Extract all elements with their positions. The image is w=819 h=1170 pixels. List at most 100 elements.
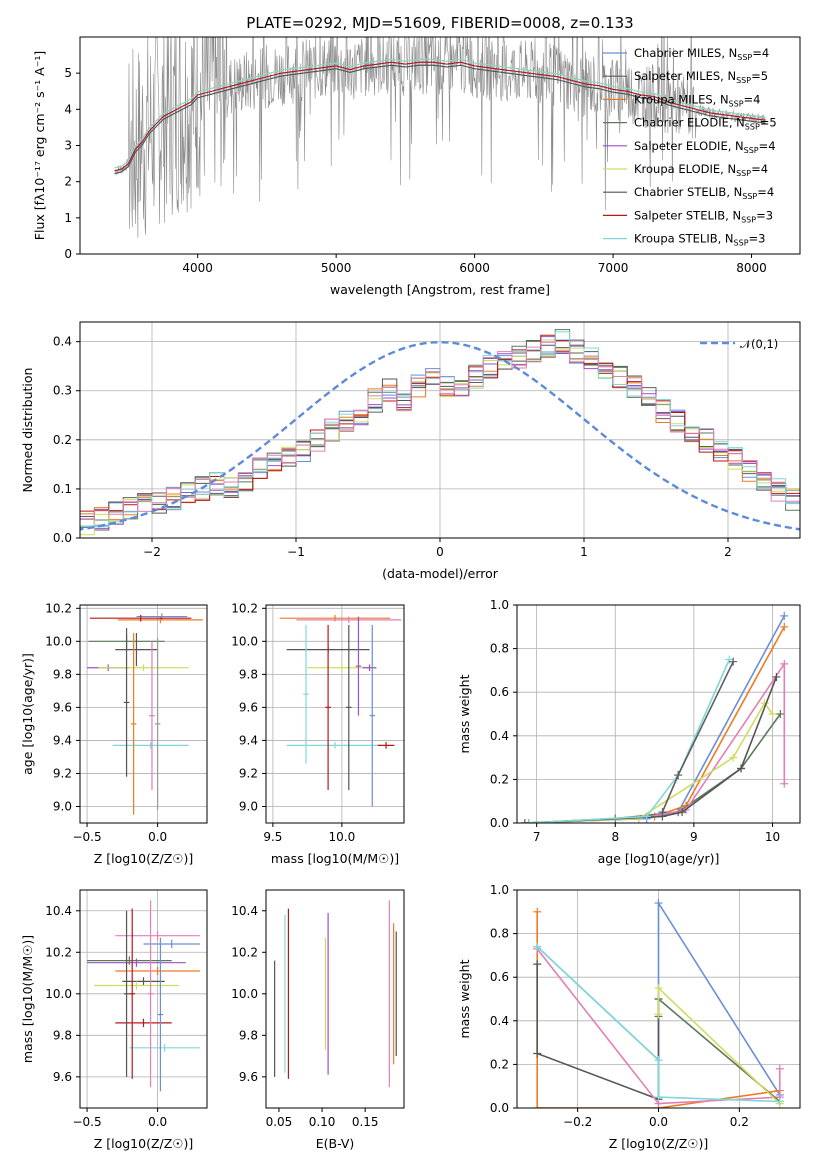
y-tick-label: 9.6 [239,700,258,714]
x-axis-label: age [log10(age/yr)] [598,851,720,866]
legend-entry: Chabrier ELODIE, NSSP=5 [634,116,777,132]
weight-point [729,657,738,666]
figure-title: PLATE=0292, MJD=51609, FIBERID=0008, z=0… [246,14,633,32]
weight-point [729,753,738,762]
legend-entry: Salpeter ELODIE, NSSP=4 [634,139,776,155]
y-tick-label: 9.2 [53,766,72,780]
legend-entry: 𝒩(0,1) [740,337,778,351]
y-tick-label: 0.1 [53,482,72,496]
y-tick-label: 0.6 [490,685,509,699]
weight-point [533,1049,542,1058]
weight-point [780,622,789,631]
y-tick-label: 9.0 [53,799,72,813]
x-tick-label: −1 [287,545,305,559]
y-tick-label: 0.4 [490,1014,509,1028]
weight-point [737,764,746,773]
y-tick-label: 10.0 [45,987,72,1001]
y-tick-label: 9.2 [239,766,258,780]
legend-entry: Chabrier MILES, NSSP=4 [634,46,769,62]
plot-area [279,614,402,807]
weight-point [520,819,529,823]
y-tick-label: 9.8 [53,1028,72,1042]
legend-entry-tail: =4 [751,162,768,176]
y-tick-label: 0.2 [490,1057,509,1071]
x-tick-label: 7 [533,830,541,844]
panel-age-vs-Z: −0.5 0.0 9.0 9.2 9.4 9.6 9.8 10.0 10.2 Z [log10(Z… [20,601,208,866]
panel-mass-vs-Z: −0.5 0.0 9.6 9.8 10.0 10.2 10.4 Z [log10(Z/Z☉)]… [20,889,208,1151]
plot-area [114,37,766,238]
y-tick-label: 5 [64,66,72,80]
y-tick-label: 10.2 [231,601,258,615]
x-axis-label: Z [log10(Z/Z☉)] [609,1136,709,1151]
x-tick-label: 8 [611,830,619,844]
y-tick-label: 10.0 [231,634,258,648]
legend-entry: Salpeter MILES, NSSP=5 [634,69,768,85]
legend-entry-main: Chabrier STELIB, N [634,185,742,199]
legend-entry: Chabrier STELIB, NSSP=4 [634,185,774,201]
y-tick-label: 3 [64,139,72,153]
y-axis-label: age [log10(age/yr)] [20,653,35,775]
weight-point [654,1056,663,1065]
weight-point [654,984,663,993]
x-tick-label: 6000 [459,261,490,275]
y-tick-label: 0.0 [490,816,509,830]
legend-entry-sub: SSP [742,192,757,201]
x-tick-label: 9.5 [263,830,282,844]
y-tick-label: 0.2 [53,433,72,447]
x-tick-label: 0.2 [730,1115,749,1129]
y-tick-label: 9.6 [53,1070,72,1084]
weight-point [772,672,781,681]
legend-entry: Salpeter STELIB, NSSP=3 [634,208,773,224]
y-axis-label: mass weight [457,959,472,1038]
y-tick-label: 0.4 [53,335,72,349]
x-tick-label: 5000 [321,261,352,275]
axes-frame [79,604,208,824]
histogram-9 [80,341,800,538]
legend-entry-tail: =5 [751,69,768,83]
y-tick-label: 9.6 [239,1070,258,1084]
y-tick-label: 4 [64,102,72,116]
weight-line-3 [536,948,781,1105]
y-tick-label: 0 [64,247,72,261]
panel-mass-vs-ebv: 0.05 0.10 0.15 9.6 9.8 10.0 10.2 10.4 E(B-V) [231,889,405,1151]
plot-area [520,611,789,823]
weight-point [678,808,687,817]
panel-age-vs-mass: 9.5 10.0 9.0 9.2 9.4 9.6 9.8 10.0 10.2 mass [log1… [231,601,405,866]
x-tick-label: 0 [436,545,444,559]
y-tick-label: 9.0 [239,799,258,813]
weight-point [533,907,542,916]
weight-line-6 [536,946,780,1103]
weight-point [780,659,789,668]
weight-point [533,942,542,951]
legend-entry-sub: SSP [737,53,752,62]
legend-entry-tail: =5 [760,116,777,130]
y-tick-label: 0.2 [490,772,509,786]
legend-entry-tail: =4 [744,92,761,106]
y-tick-label: 0.4 [490,729,509,743]
x-tick-label: 10.0 [329,830,356,844]
x-axis-label: Z [log10(Z/Z☉)] [94,851,194,866]
plot-area [80,329,800,538]
y-axis-label: Normed distribution [20,368,35,493]
y-tick-label: 1 [64,211,72,225]
y-tick-label: 9.6 [53,700,72,714]
weight-point [780,779,789,788]
legend-entry-sub: SSP [736,169,751,178]
plot-area [87,613,203,815]
panel-spectrum: Chabrier MILES, NSSP=4 Salpeter MILES, NS… [32,36,801,297]
x-tick-label: 1 [580,545,588,559]
y-tick-label: 2 [64,175,72,189]
legend-entry-main: Kroupa MILES, N [634,92,729,106]
weight-point [524,819,533,823]
x-tick-label: 0.0 [649,1115,668,1129]
plot-area [533,899,784,1108]
y-tick-label: 0.8 [490,642,509,656]
model-spectrum-8 [114,58,766,169]
plot-area [87,900,200,1092]
axes-frame [265,604,405,824]
y-tick-label: 9.8 [239,1028,258,1042]
axes-frame [79,889,208,1109]
weight-point [634,814,643,823]
x-tick-label: −2 [143,545,161,559]
